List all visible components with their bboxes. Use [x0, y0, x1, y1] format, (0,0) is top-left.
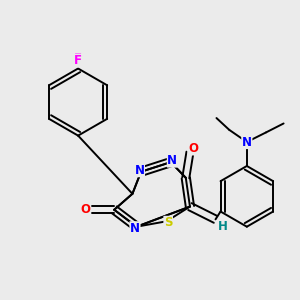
Text: N: N: [130, 222, 140, 235]
Text: F: F: [74, 54, 82, 67]
Text: N: N: [167, 154, 177, 167]
Text: H: H: [218, 220, 227, 233]
Text: N: N: [134, 164, 145, 177]
Text: O: O: [188, 142, 198, 155]
Text: N: N: [242, 136, 252, 148]
Text: O: O: [80, 203, 90, 216]
Text: S: S: [164, 216, 172, 230]
Text: F: F: [74, 52, 82, 65]
